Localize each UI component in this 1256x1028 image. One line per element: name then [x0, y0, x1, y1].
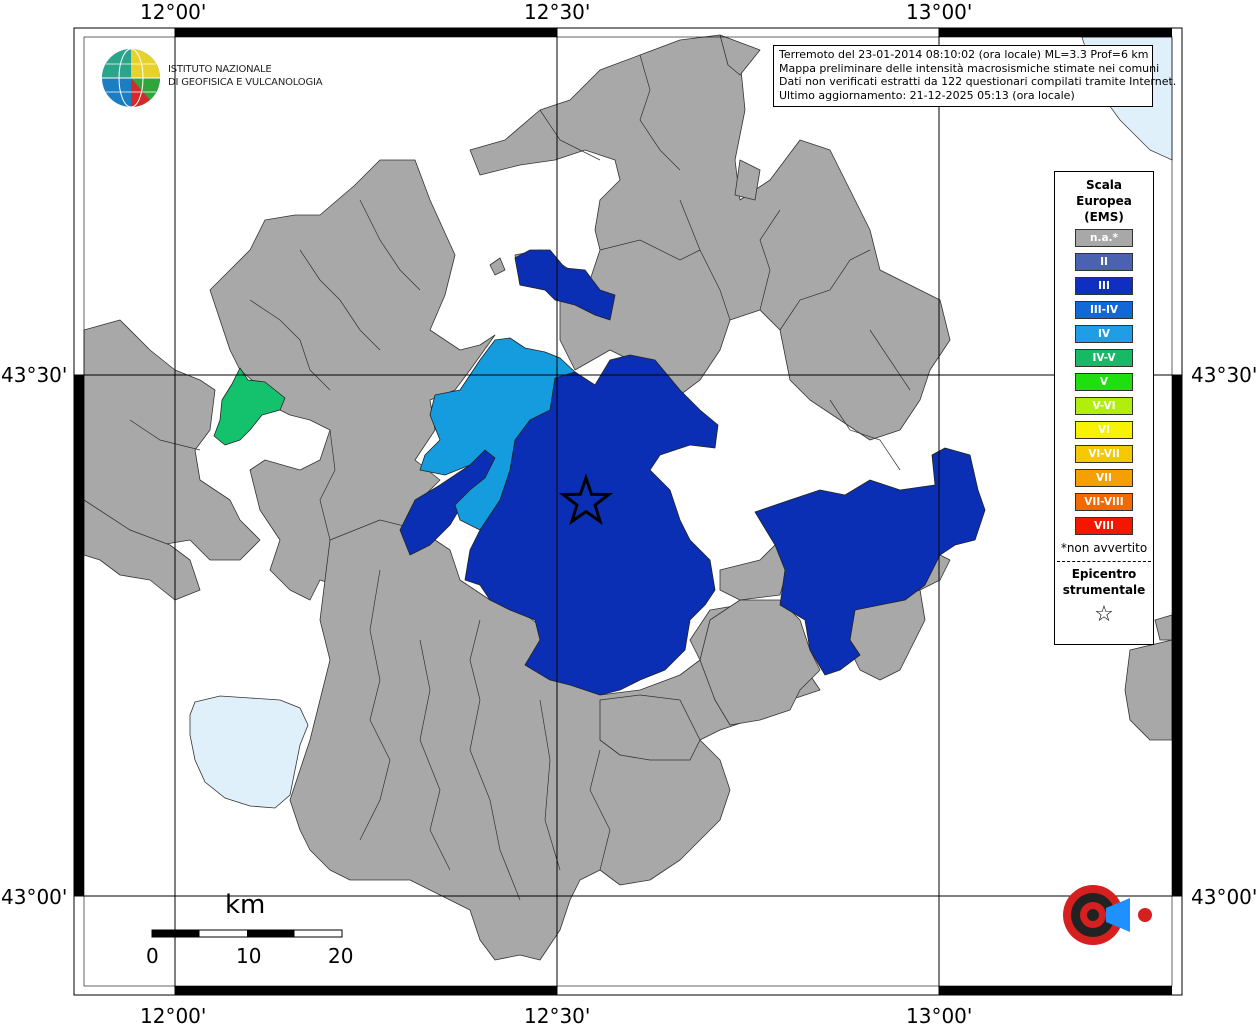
legend-separator	[1057, 561, 1151, 562]
legend-item: VIII	[1075, 517, 1133, 535]
haisentito-logo-icon	[1063, 885, 1152, 945]
legend-item: VI-VII	[1075, 445, 1133, 463]
lon-label-bottom-12-00: 12°00'	[140, 1004, 207, 1028]
legend-item: IV	[1075, 325, 1133, 343]
frame-bars	[74, 28, 1182, 995]
ingv-line-2: DI GEOFISICA E VULCANOLOGIA	[168, 77, 323, 88]
legend-item: V	[1075, 373, 1133, 391]
legend-items: n.a.* II III III-IV IV IV-V V V-VI VI VI-VII VII VI…	[1055, 229, 1153, 535]
legend-note: *non avvertito	[1060, 541, 1148, 555]
scale-bar	[151, 929, 343, 938]
lon-label-top-13-00: 13°00'	[906, 0, 973, 24]
lat-label-right-43-00: 43°00'	[1191, 885, 1256, 909]
scale-label-20: 20	[328, 944, 354, 968]
ems-legend: Scala Europea (EMS) n.a.* II III III-IV IV IV…	[1054, 171, 1154, 645]
legend-item: II	[1075, 253, 1133, 271]
info-line-1: Terremoto del 23-01-2014 08:10:02 (ora l…	[779, 48, 1149, 61]
legend-item: III-IV	[1075, 301, 1133, 319]
lon-label-top-12-00: 12°00'	[140, 0, 207, 24]
intensity-iii-areas	[399, 249, 986, 696]
legend-item: n.a.*	[1075, 229, 1133, 247]
legend-epicentro-line-1: Epicentro	[1071, 567, 1137, 581]
event-info-box: Terremoto del 23-01-2014 08:10:02 (ora l…	[773, 45, 1177, 107]
lat-label-left-43-30: 43°30'	[1, 363, 68, 387]
info-line-3: Dati non verificati estratti da 122 ques…	[779, 75, 1177, 88]
lon-label-bottom-12-30: 12°30'	[524, 1004, 591, 1028]
municipality-borders	[129, 54, 911, 901]
ingv-logo-text: ISTITUTO NAZIONALE DI GEOFISICA E VULCAN…	[168, 63, 323, 89]
legend-item: VII-VIII	[1075, 493, 1133, 511]
lat-label-right-43-30: 43°30'	[1191, 363, 1256, 387]
legend-item: IV-V	[1075, 349, 1133, 367]
legend-epicentro-line-2: strumentale	[1062, 583, 1146, 597]
ingv-globe-icon	[102, 48, 161, 108]
scale-label-10: 10	[236, 944, 262, 968]
scale-label-0: 0	[146, 944, 159, 968]
legend-item: III	[1075, 277, 1133, 295]
graticule	[74, 28, 1182, 995]
municipalities-na	[83, 34, 1173, 961]
ingv-line-1: ISTITUTO NAZIONALE	[168, 64, 272, 75]
legend-item: VII	[1075, 469, 1133, 487]
legend-item: V-VI	[1075, 397, 1133, 415]
legend-title-line-3: (EMS)	[1084, 210, 1124, 224]
legend-title: Scala Europea (EMS)	[1055, 177, 1153, 225]
intensity-iv-v-area	[213, 367, 286, 446]
lon-label-top-12-30: 12°30'	[524, 0, 591, 24]
legend-title-line-2: Europea	[1076, 194, 1132, 208]
epicenter-star	[558, 473, 614, 526]
lat-label-left-43-00: 43°00'	[1, 885, 68, 909]
scale-bar-title: km	[225, 890, 266, 920]
info-line-2: Mappa preliminare delle intensità macros…	[779, 61, 1160, 75]
legend-star-icon: ☆	[1094, 602, 1114, 627]
lon-label-bottom-13-00: 13°00'	[906, 1004, 973, 1028]
info-line-4: Ultimo aggiornamento: 21-12-2025 05:13 (…	[779, 88, 1075, 102]
legend-item: VI	[1075, 421, 1133, 439]
legend-epicentro: Epicentro strumentale	[1055, 566, 1153, 598]
lake-trasimeno	[189, 695, 309, 809]
legend-title-line-1: Scala	[1085, 178, 1123, 192]
